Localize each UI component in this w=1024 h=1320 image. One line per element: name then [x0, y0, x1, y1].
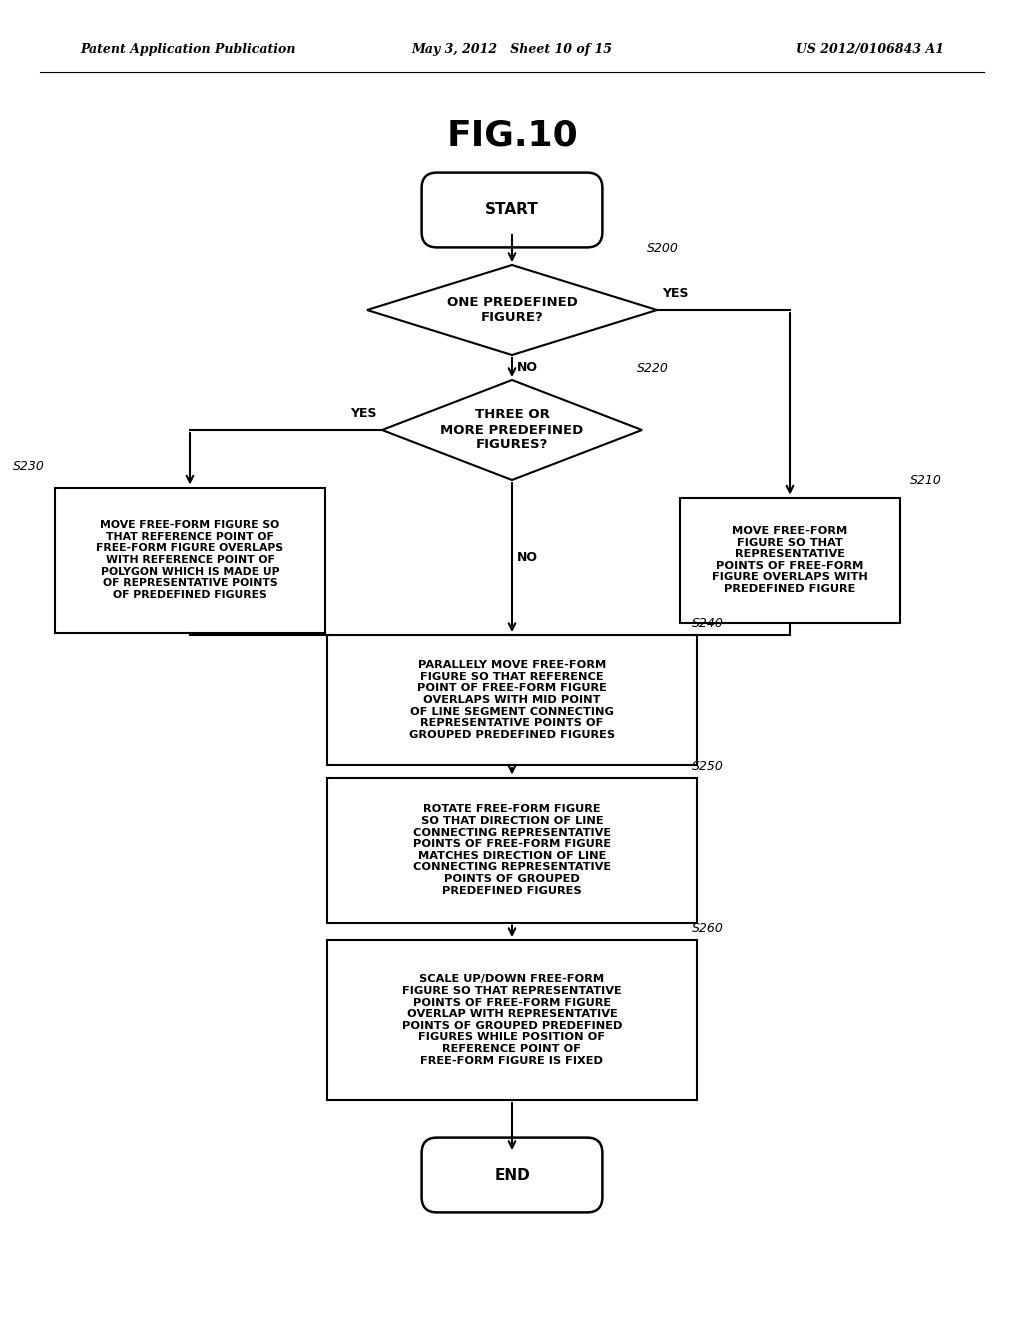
Polygon shape — [382, 380, 642, 480]
Text: START: START — [485, 202, 539, 218]
Bar — [327, 940, 697, 1100]
Bar — [327, 777, 697, 923]
Text: S200: S200 — [647, 242, 679, 255]
Text: S240: S240 — [692, 616, 724, 630]
FancyBboxPatch shape — [422, 1138, 602, 1212]
Text: S230: S230 — [13, 459, 45, 473]
Text: S260: S260 — [692, 921, 724, 935]
Bar — [327, 635, 697, 766]
Text: SCALE UP/DOWN FREE-FORM
FIGURE SO THAT REPRESENTATIVE
POINTS OF FREE-FORM FIGURE: SCALE UP/DOWN FREE-FORM FIGURE SO THAT R… — [401, 974, 623, 1065]
Text: NO: NO — [517, 360, 538, 374]
Text: ONE PREDEFINED
FIGURE?: ONE PREDEFINED FIGURE? — [446, 296, 578, 323]
Text: Patent Application Publication: Patent Application Publication — [80, 44, 296, 57]
Text: NO: NO — [517, 550, 538, 564]
Text: YES: YES — [350, 407, 377, 420]
Text: MOVE FREE-FORM
FIGURE SO THAT
REPRESENTATIVE
POINTS OF FREE-FORM
FIGURE OVERLAPS: MOVE FREE-FORM FIGURE SO THAT REPRESENTA… — [712, 525, 868, 594]
Bar — [55, 487, 325, 632]
Text: YES: YES — [662, 286, 688, 300]
Text: THREE OR
MORE PREDEFINED
FIGURES?: THREE OR MORE PREDEFINED FIGURES? — [440, 408, 584, 451]
Text: PARALLELY MOVE FREE-FORM
FIGURE SO THAT REFERENCE
POINT OF FREE-FORM FIGURE
OVER: PARALLELY MOVE FREE-FORM FIGURE SO THAT … — [409, 660, 615, 739]
Bar — [680, 498, 900, 623]
Text: ROTATE FREE-FORM FIGURE
SO THAT DIRECTION OF LINE
CONNECTING REPRESENTATIVE
POIN: ROTATE FREE-FORM FIGURE SO THAT DIRECTIO… — [413, 804, 611, 895]
Text: MOVE FREE-FORM FIGURE SO
THAT REFERENCE POINT OF
FREE-FORM FIGURE OVERLAPS
WITH : MOVE FREE-FORM FIGURE SO THAT REFERENCE … — [96, 520, 284, 599]
Text: S210: S210 — [910, 474, 942, 487]
Text: S220: S220 — [637, 362, 669, 375]
Text: END: END — [495, 1167, 529, 1183]
Polygon shape — [367, 265, 657, 355]
Text: US 2012/0106843 A1: US 2012/0106843 A1 — [796, 44, 944, 57]
FancyBboxPatch shape — [422, 173, 602, 247]
Text: S250: S250 — [692, 759, 724, 772]
Text: May 3, 2012   Sheet 10 of 15: May 3, 2012 Sheet 10 of 15 — [412, 44, 612, 57]
Text: FIG.10: FIG.10 — [446, 117, 578, 152]
